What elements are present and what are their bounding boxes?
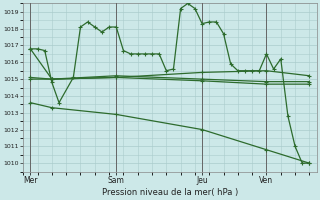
X-axis label: Pression niveau de la mer( hPa ): Pression niveau de la mer( hPa ) [102, 188, 238, 197]
